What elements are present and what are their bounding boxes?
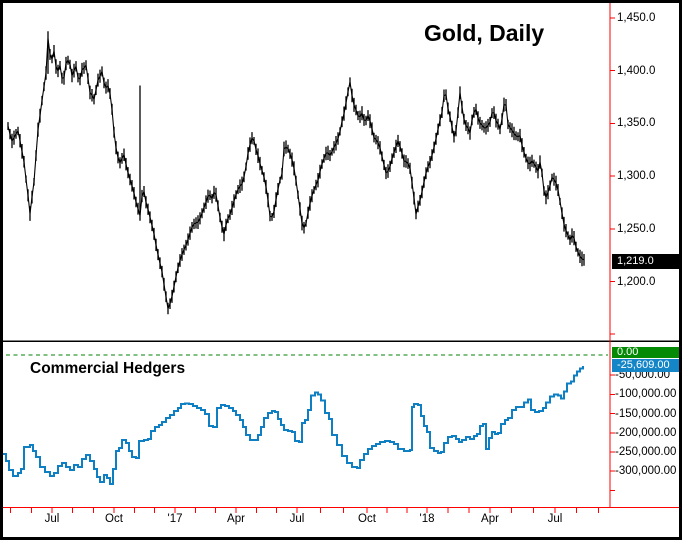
- hedgers-tick-label: -300,000.00: [615, 465, 677, 478]
- price-series: [7, 31, 585, 315]
- price-pane[interactable]: [3, 3, 607, 340]
- price-tick-label: 1,450.0: [617, 12, 656, 24]
- x-axis-label: Oct: [105, 513, 123, 525]
- hedgers-tick-label: -100,000.00: [615, 388, 677, 401]
- price-tick-label: 1,400.0: [617, 64, 656, 77]
- hedgers-tick-label: -50,000.00: [615, 369, 670, 382]
- x-axis-label: Jul: [44, 513, 60, 525]
- x-axis-label: Oct: [358, 513, 376, 525]
- price-tick-label: 1,200.0: [617, 275, 656, 288]
- x-axis-label: Jul: [289, 513, 305, 525]
- last-price-box: 1,219.0: [612, 254, 679, 269]
- hedgers-label: Commercial Hedgers: [30, 360, 186, 377]
- x-axis-label: '18: [419, 513, 435, 525]
- zero-value-box: 0.00: [612, 347, 679, 358]
- price-tick-label: 1,350.0: [617, 117, 656, 130]
- price-tick-label: 1,300.0: [617, 170, 656, 183]
- hedgers-tick-label: -250,000.00: [615, 446, 677, 458]
- hedgers-tick-label: -150,000.00: [615, 407, 677, 420]
- hedgers-tick-label: -200,000.00: [615, 426, 677, 439]
- x-axis-label: '17: [167, 513, 183, 525]
- chart-title: Gold, Daily: [424, 20, 545, 46]
- x-axis-label: Apr: [227, 513, 245, 525]
- price-tick-label: 1,250.0: [617, 222, 656, 235]
- x-axis-label: Apr: [481, 513, 499, 525]
- hedgers-series: [3, 365, 584, 485]
- x-axis-label: Jul: [547, 513, 563, 525]
- last-value-box: -25,609.00: [612, 359, 679, 372]
